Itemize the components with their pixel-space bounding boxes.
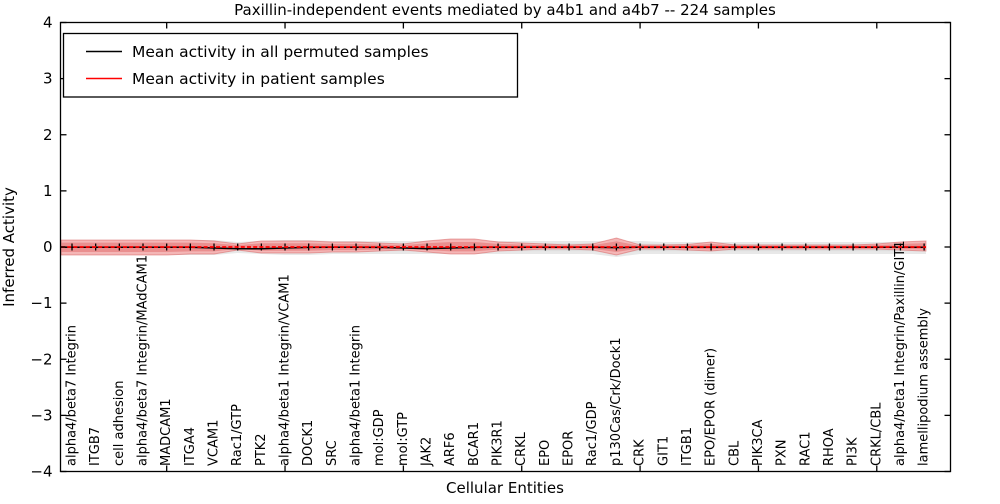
entity-label: PI3K bbox=[846, 437, 861, 466]
entity-label: Rac1/GDP bbox=[585, 401, 600, 466]
entity-label: CRK bbox=[633, 439, 648, 466]
y-tick-label: −2 bbox=[30, 350, 52, 368]
legend-label-permuted: Mean activity in all permuted samples bbox=[132, 43, 429, 61]
entity-label: alpha4/beta1 Integrin bbox=[349, 325, 364, 466]
entity-label: alpha4/beta1 Integrin/Paxillin/GIT1 bbox=[893, 240, 908, 466]
entity-label: RAC1 bbox=[798, 431, 813, 466]
entity-label: CBL bbox=[727, 440, 742, 466]
entity-label: PIK3CA bbox=[751, 419, 766, 466]
entity-label: Rac1/GTP bbox=[230, 404, 245, 466]
y-tick-label: −4 bbox=[30, 463, 52, 481]
entity-label: ITGB1 bbox=[680, 427, 695, 466]
entity-label: PIK3R1 bbox=[491, 420, 506, 466]
entity-label: PXN bbox=[775, 440, 790, 466]
entity-label: EPOR bbox=[562, 431, 577, 466]
entity-label: CRKL bbox=[514, 431, 529, 466]
entity-label: CRKL/CBL bbox=[869, 402, 884, 466]
entity-label: EPO bbox=[538, 440, 553, 466]
entity-label: alpha4/beta1 Integrin/VCAM1 bbox=[278, 274, 293, 466]
y-tick-label: 4 bbox=[43, 14, 53, 32]
entity-label: GIT1 bbox=[656, 436, 671, 466]
entity-label: BCAR1 bbox=[467, 422, 482, 466]
entity-label: EPO/EPOR (dimer) bbox=[704, 348, 719, 466]
entity-label: lamellipodium assembly bbox=[917, 308, 932, 466]
legend-label-patient: Mean activity in patient samples bbox=[132, 70, 385, 88]
chart-title: Paxillin-independent events mediated by … bbox=[234, 1, 776, 19]
entity-label: ITGB7 bbox=[88, 427, 103, 466]
y-tick-label: 3 bbox=[43, 70, 53, 88]
entity-label: MADCAM1 bbox=[159, 398, 174, 466]
entity-label: PTK2 bbox=[254, 433, 269, 466]
entity-label: p130Cas/Crk/Dock1 bbox=[609, 337, 624, 466]
plot-border bbox=[59, 21, 952, 473]
entity-label: ITGA4 bbox=[183, 427, 198, 466]
y-tick-label: −3 bbox=[30, 406, 52, 424]
entity-label: ARF6 bbox=[443, 432, 458, 466]
entity-label: DOCK1 bbox=[301, 420, 316, 466]
entity-label: alpha4/beta7 Integrin/MAdCAM1 bbox=[136, 255, 151, 466]
y-tick-label: 0 bbox=[43, 238, 53, 256]
entity-label: SRC bbox=[325, 440, 340, 466]
entity-label: mol:GDP bbox=[372, 409, 387, 466]
x-axis-label: Cellular Entities bbox=[446, 479, 564, 497]
entity-label: VCAM1 bbox=[207, 420, 222, 466]
entity-label: JAK2 bbox=[420, 437, 435, 467]
y-axis-label: Inferred Activity bbox=[0, 187, 18, 307]
legend: Mean activity in all permuted samples Me… bbox=[62, 32, 519, 98]
legend-box bbox=[62, 32, 519, 98]
y-tick-label: 1 bbox=[43, 182, 53, 200]
entity-label: mol:GTP bbox=[396, 412, 411, 466]
y-tick-label: −1 bbox=[30, 294, 52, 312]
entity-label: alpha4/beta7 Integrin bbox=[65, 325, 80, 466]
entity-label: RHOA bbox=[822, 428, 837, 466]
plot-content: 4 3 2 1 0 −1 −2 −3 −4 alpha4/beta7 Integrin ITGB7 c… bbox=[30, 14, 951, 481]
entity-label: cell adhesion bbox=[112, 380, 127, 466]
y-tick-label: 2 bbox=[43, 126, 53, 144]
